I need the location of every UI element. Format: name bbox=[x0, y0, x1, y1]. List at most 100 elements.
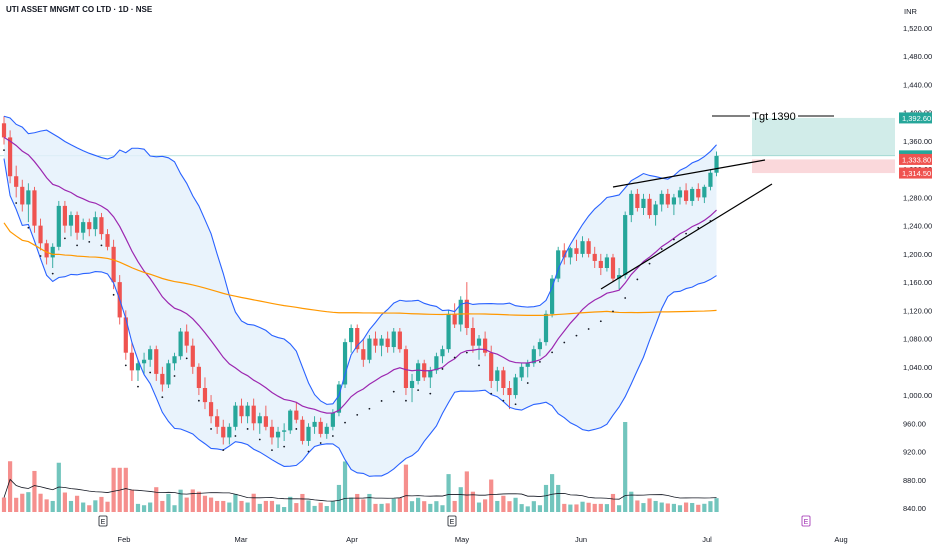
volume-bar bbox=[616, 505, 622, 512]
trailing-stop-dot bbox=[283, 445, 286, 448]
y-tick-label: 1,120.00 bbox=[903, 306, 932, 315]
time-axis[interactable]: Feb Mar Apr May Jun Jul Aug bbox=[118, 535, 848, 544]
candle-body bbox=[184, 331, 189, 346]
candle-body bbox=[452, 313, 457, 325]
volume-bar bbox=[434, 501, 439, 512]
trailing-stop-dot bbox=[27, 226, 30, 229]
candle-body bbox=[154, 349, 159, 374]
earnings-marker-label: E bbox=[804, 519, 809, 526]
candle-body bbox=[665, 193, 670, 205]
volume-bar bbox=[416, 497, 421, 512]
earnings-marker bbox=[447, 515, 457, 527]
volume-bar bbox=[702, 503, 707, 512]
volume-bar bbox=[391, 498, 396, 512]
candle-body bbox=[501, 370, 506, 388]
price-axis[interactable]: INR 840.00 880.00 920.00 960.00 1,000.00 1,040… bbox=[899, 7, 932, 513]
trailing-stop-dot bbox=[100, 244, 103, 247]
candle-body bbox=[586, 241, 591, 254]
candle-body bbox=[653, 204, 658, 216]
trailing-stop-dot bbox=[478, 364, 480, 367]
volume-bar bbox=[208, 497, 214, 512]
candle-body bbox=[683, 190, 689, 201]
trailing-stop-dot bbox=[210, 428, 212, 430]
volume-bar bbox=[574, 504, 579, 512]
volume-bar bbox=[397, 497, 402, 512]
trailing-stop-dot bbox=[368, 407, 371, 410]
candle-body bbox=[714, 155, 719, 173]
candle-body bbox=[446, 313, 451, 350]
y-tick-label: 1,480.00 bbox=[903, 52, 932, 61]
volume-bar bbox=[87, 505, 92, 512]
bollinger-fill bbox=[4, 116, 717, 477]
candle-body bbox=[93, 217, 98, 230]
volume-bar bbox=[93, 500, 98, 512]
trailing-stop-dot bbox=[624, 297, 627, 299]
trailing-stop-dot bbox=[149, 371, 152, 374]
candle-body bbox=[659, 193, 664, 205]
candle-body bbox=[458, 299, 463, 325]
volume-bar bbox=[7, 461, 13, 512]
candle-body bbox=[641, 198, 646, 208]
volume-bar bbox=[68, 500, 74, 512]
candle-body bbox=[677, 190, 683, 198]
candle-body bbox=[312, 421, 317, 427]
trailing-stop-dot bbox=[173, 375, 176, 377]
trailing-stop-dot bbox=[137, 385, 139, 388]
ema-long-line bbox=[3, 222, 717, 316]
wedge-upper-trendline bbox=[612, 159, 766, 188]
candle-body bbox=[74, 215, 80, 233]
candle-body bbox=[495, 370, 500, 381]
candle-body bbox=[202, 388, 208, 403]
volume-bar bbox=[123, 467, 128, 512]
candle-body bbox=[580, 241, 585, 254]
volume-bar bbox=[361, 499, 366, 512]
volume-bar bbox=[373, 503, 378, 512]
trailing-stop-dot bbox=[39, 255, 42, 257]
candle-body bbox=[616, 275, 622, 279]
volume-bar bbox=[428, 503, 433, 512]
volume-bar bbox=[342, 461, 348, 512]
x-tick-label: Jun bbox=[575, 535, 587, 544]
currency-label: INR bbox=[904, 7, 918, 16]
candle-body bbox=[282, 430, 287, 432]
volume-bar bbox=[349, 497, 354, 512]
volume-bar bbox=[233, 493, 238, 512]
price-tag bbox=[899, 112, 932, 124]
volume-bar bbox=[190, 489, 195, 512]
candle-body bbox=[178, 331, 183, 357]
candle-body bbox=[160, 373, 165, 385]
candle-body bbox=[403, 349, 409, 388]
volume-bar bbox=[379, 503, 384, 512]
volume-bar bbox=[172, 505, 177, 512]
volume-bar bbox=[708, 501, 713, 512]
volume-bar bbox=[1, 497, 7, 512]
volume-bar bbox=[160, 500, 165, 512]
volume-bar bbox=[32, 470, 37, 512]
candle-body bbox=[62, 205, 67, 226]
candle-body bbox=[148, 349, 153, 360]
volume-bar bbox=[20, 493, 25, 512]
volume-bar bbox=[464, 471, 469, 512]
candle-body bbox=[196, 366, 201, 388]
price-tag-label: 1,333.80 bbox=[902, 155, 931, 164]
volume-bar bbox=[14, 497, 19, 512]
candle-body bbox=[598, 260, 603, 268]
candle-body bbox=[233, 405, 238, 427]
volume-bar bbox=[470, 491, 476, 512]
trailing-stop-dot bbox=[197, 399, 200, 402]
candle-body bbox=[671, 197, 676, 205]
trailing-stop-dot bbox=[636, 278, 639, 281]
trailing-stop-dot bbox=[551, 351, 553, 354]
trailing-stop-dot bbox=[685, 232, 687, 235]
trailing-stop-dot bbox=[246, 428, 249, 430]
volume-bar bbox=[507, 501, 512, 512]
volume-bar bbox=[202, 495, 208, 512]
candle-body bbox=[629, 193, 634, 216]
volume-bar bbox=[610, 493, 616, 512]
volume-bar bbox=[519, 504, 524, 512]
trailing-stop-dot bbox=[344, 421, 346, 424]
candle-body bbox=[1, 123, 7, 138]
volume-bar bbox=[489, 479, 494, 512]
candle-body bbox=[367, 338, 372, 360]
